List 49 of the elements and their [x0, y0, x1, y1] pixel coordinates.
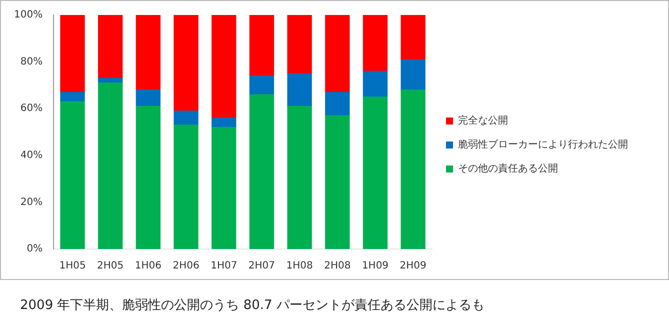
- bar: [400, 59, 426, 90]
- bar: [400, 90, 426, 249]
- text: 2009 年下半期、脆弱性の公開のうち 80.7 パーセントが責任ある公開によるも: [20, 297, 484, 314]
- y-tick-label: 20%: [20, 196, 43, 208]
- bar: [174, 15, 198, 112]
- bar: [362, 70, 388, 98]
- bar: [174, 110, 198, 126]
- y-tick-label: 0%: [26, 244, 43, 255]
- x-tick-label: 1H09: [362, 260, 389, 272]
- bar: [249, 76, 274, 95]
- bar: [287, 106, 312, 249]
- bar: [212, 118, 236, 128]
- x-tick-label: 2H07: [248, 260, 276, 272]
- bar: [174, 124, 198, 249]
- bar: [362, 15, 388, 72]
- bar: [325, 115, 350, 249]
- x-tick-label: 1H05: [59, 260, 86, 272]
- bar: [362, 96, 388, 249]
- bar: [136, 90, 161, 107]
- x-tick-label: 2H05: [97, 260, 124, 272]
- bar: [325, 15, 350, 93]
- x-tick-label: 1H07: [210, 260, 238, 272]
- bar: [249, 15, 274, 76]
- x-tick-label: 2H06: [172, 260, 200, 272]
- y-tick-label: 100%: [14, 10, 43, 21]
- bar: [98, 15, 123, 79]
- y-tick-label: 40%: [20, 150, 43, 161]
- bar: [60, 101, 85, 249]
- bar: [325, 92, 350, 116]
- legend-label: 脆弱性ブローカーにより行われた公開: [458, 138, 628, 151]
- bar: [249, 94, 274, 249]
- x-tick-label: 2H09: [400, 260, 426, 272]
- bar: [287, 15, 312, 74]
- bar: [98, 82, 123, 249]
- y-tick-label: 80%: [20, 56, 43, 68]
- bar: [60, 15, 85, 93]
- bar: [400, 15, 426, 60]
- x-tick-label: 1H08: [286, 260, 313, 272]
- legend-label: その他の責任ある公開: [458, 162, 558, 175]
- bar: [212, 15, 236, 118]
- bar: [60, 92, 85, 102]
- bar: [287, 73, 312, 107]
- bar: [136, 15, 161, 90]
- y-tick-label: 60%: [20, 103, 43, 114]
- bar: [136, 106, 161, 249]
- legend-label: 完全な公開: [458, 114, 508, 127]
- bar: [212, 126, 236, 249]
- x-tick-label: 2H08: [324, 260, 351, 272]
- x-tick-label: 1H06: [134, 260, 162, 272]
